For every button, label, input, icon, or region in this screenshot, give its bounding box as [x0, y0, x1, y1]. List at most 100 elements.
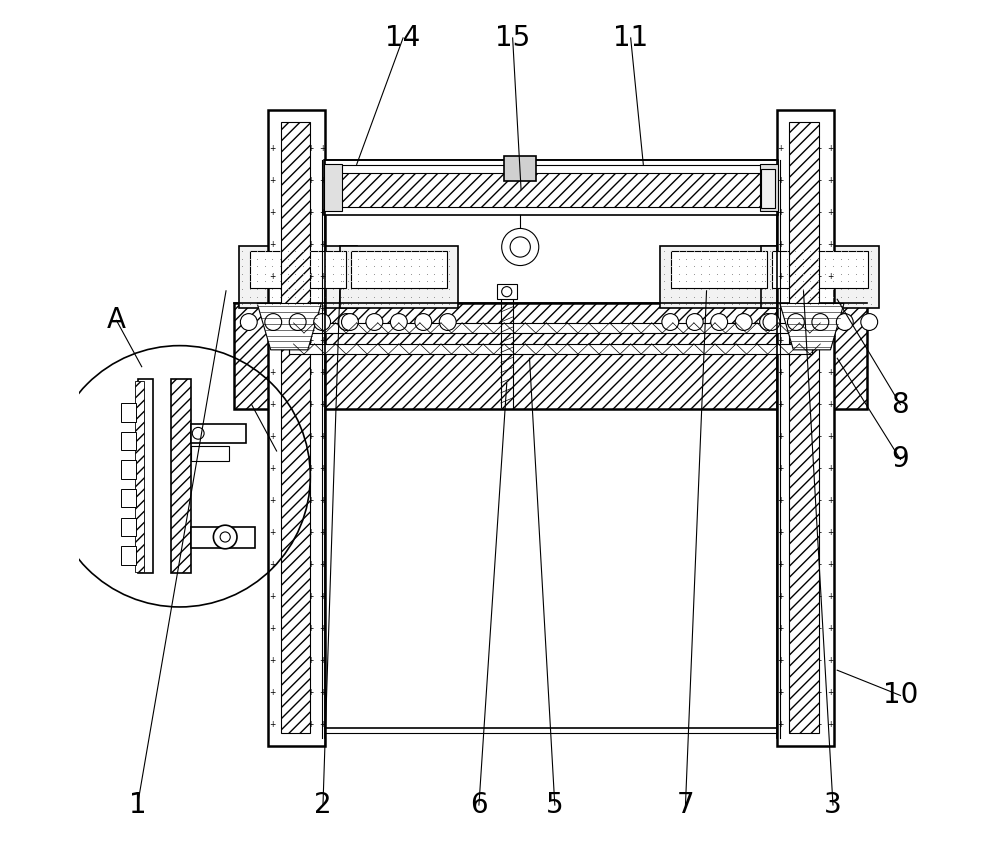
Text: +: +	[307, 176, 314, 185]
Text: +: +	[827, 176, 834, 185]
Text: +: +	[827, 561, 834, 569]
Polygon shape	[772, 250, 868, 288]
Polygon shape	[497, 284, 517, 299]
Text: +: +	[319, 464, 325, 473]
Circle shape	[812, 314, 829, 330]
Text: +: +	[281, 208, 287, 217]
Circle shape	[342, 314, 358, 330]
Text: +: +	[827, 336, 834, 345]
Text: +: +	[307, 529, 314, 537]
Text: 10: 10	[883, 681, 918, 710]
Polygon shape	[239, 246, 357, 308]
Text: +: +	[815, 529, 822, 537]
Circle shape	[220, 532, 230, 542]
Polygon shape	[268, 110, 325, 746]
Text: 14: 14	[385, 24, 421, 52]
Circle shape	[366, 314, 383, 330]
Text: 8: 8	[892, 390, 909, 419]
Text: +: +	[827, 464, 834, 473]
Text: 6: 6	[470, 791, 488, 819]
Text: +: +	[789, 529, 796, 537]
Polygon shape	[324, 160, 778, 215]
Text: +: +	[281, 657, 287, 665]
Polygon shape	[121, 403, 136, 422]
Circle shape	[760, 314, 777, 330]
Text: 2: 2	[314, 791, 332, 819]
Text: +: +	[281, 689, 287, 697]
Text: +: +	[281, 400, 287, 409]
Text: +: +	[319, 336, 325, 345]
Text: +: +	[319, 561, 325, 569]
Circle shape	[502, 228, 539, 266]
Text: +: +	[789, 240, 796, 249]
Polygon shape	[191, 424, 246, 443]
Text: +: +	[778, 689, 784, 697]
Text: +: +	[269, 368, 276, 377]
Text: 3: 3	[824, 791, 842, 819]
Text: +: +	[827, 304, 834, 313]
Text: +: +	[815, 336, 822, 345]
Text: +: +	[815, 368, 822, 377]
Text: +: +	[827, 240, 834, 249]
Text: +: +	[789, 400, 796, 409]
Text: +: +	[815, 304, 822, 313]
Text: +: +	[827, 593, 834, 601]
Polygon shape	[789, 122, 819, 733]
Polygon shape	[334, 173, 768, 207]
Circle shape	[686, 314, 703, 330]
Text: +: +	[269, 176, 276, 185]
Text: +: +	[281, 561, 287, 569]
Text: +: +	[281, 176, 287, 185]
Text: +: +	[281, 304, 287, 313]
Text: +: +	[269, 657, 276, 665]
Text: +: +	[281, 529, 287, 537]
Circle shape	[711, 314, 728, 330]
Text: +: +	[789, 272, 796, 281]
Text: +: +	[269, 689, 276, 697]
Text: +: +	[789, 208, 796, 217]
Text: +: +	[778, 432, 784, 441]
Polygon shape	[121, 489, 136, 507]
Text: +: +	[815, 144, 822, 153]
Text: +: +	[281, 240, 287, 249]
Text: +: +	[307, 689, 314, 697]
Text: +: +	[307, 400, 314, 409]
Text: +: +	[815, 208, 822, 217]
Text: +: +	[778, 593, 784, 601]
Text: +: +	[778, 304, 784, 313]
Circle shape	[289, 314, 306, 330]
Circle shape	[338, 314, 355, 330]
Circle shape	[763, 314, 780, 330]
Text: +: +	[778, 625, 784, 633]
Text: +: +	[778, 368, 784, 377]
Polygon shape	[191, 446, 229, 461]
Text: +: +	[281, 497, 287, 505]
Circle shape	[314, 314, 331, 330]
Polygon shape	[777, 110, 834, 746]
Polygon shape	[780, 303, 844, 350]
Text: +: +	[319, 529, 325, 537]
Text: +: +	[778, 400, 784, 409]
Polygon shape	[121, 460, 136, 479]
Circle shape	[415, 314, 432, 330]
Circle shape	[836, 314, 853, 330]
Text: +: +	[789, 304, 796, 313]
Text: +: +	[815, 657, 822, 665]
Text: +: +	[827, 625, 834, 633]
Text: +: +	[307, 272, 314, 281]
Text: +: +	[307, 657, 314, 665]
Text: +: +	[281, 464, 287, 473]
Text: +: +	[789, 336, 796, 345]
Text: +: +	[319, 240, 325, 249]
Circle shape	[510, 237, 530, 257]
Text: +: +	[815, 432, 822, 441]
Text: +: +	[789, 144, 796, 153]
Text: +: +	[815, 497, 822, 505]
Text: +: +	[319, 176, 325, 185]
Text: +: +	[778, 464, 784, 473]
Text: +: +	[281, 432, 287, 441]
Text: +: +	[319, 208, 325, 217]
Text: +: +	[307, 721, 314, 729]
Text: +: +	[319, 368, 325, 377]
Text: +: +	[789, 625, 796, 633]
